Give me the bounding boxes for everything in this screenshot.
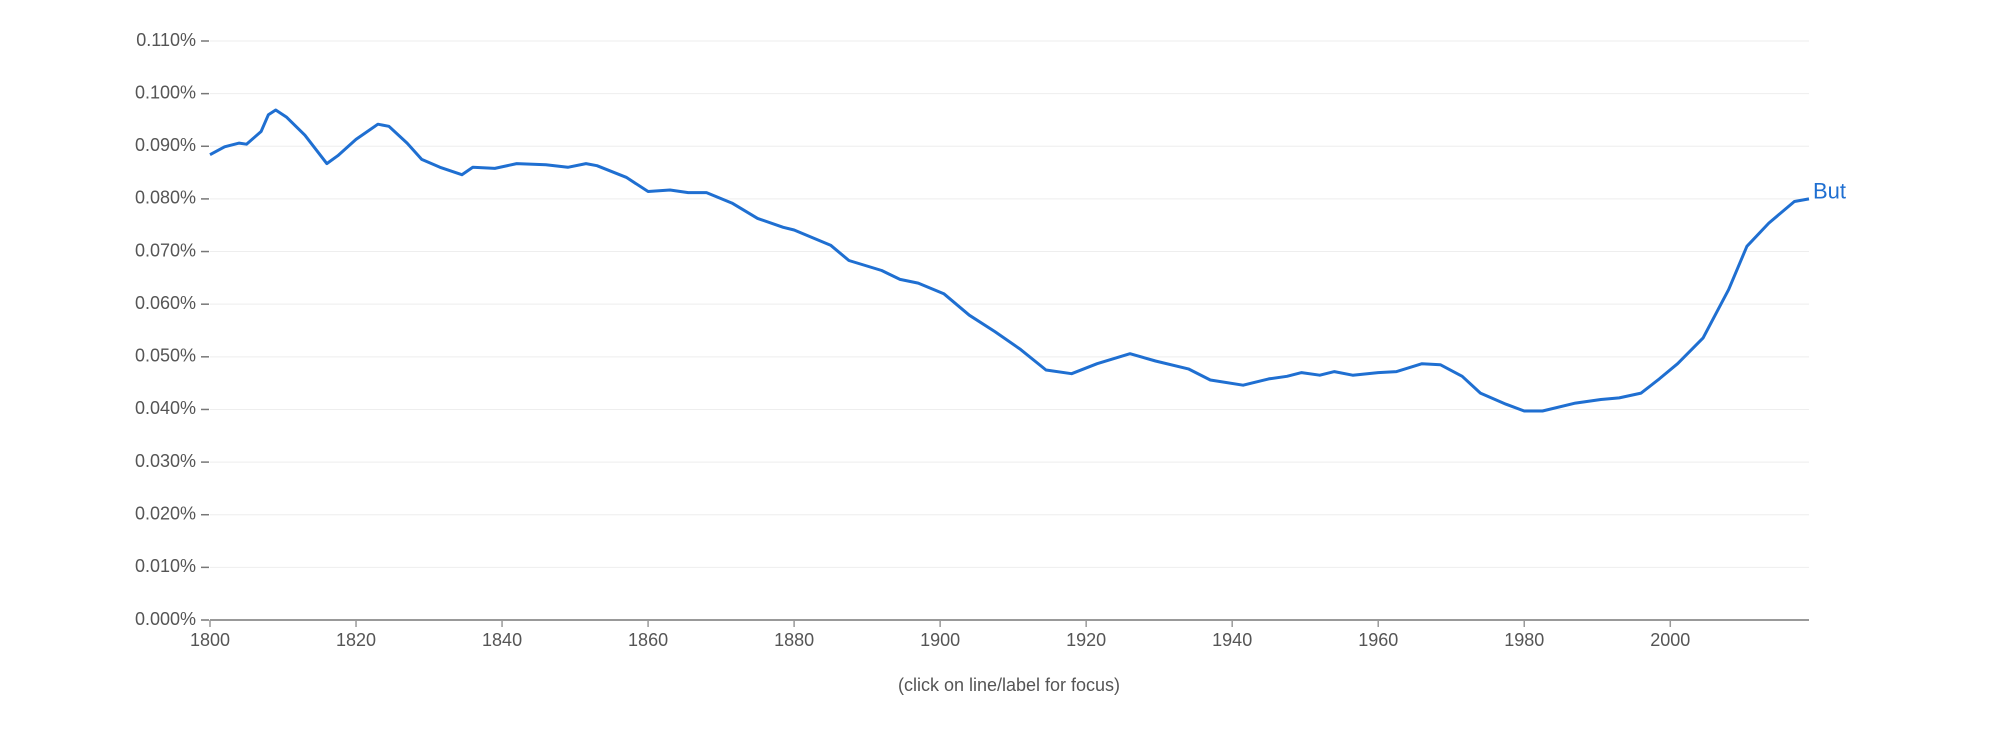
y-tick-label: 0.060%	[135, 293, 196, 313]
x-tick-label: 2000	[1650, 630, 1690, 650]
y-tick-label: 0.010%	[135, 556, 196, 576]
x-tick-label: 1860	[628, 630, 668, 650]
y-tick-label: 0.110%	[136, 30, 196, 50]
y-tick-label: 0.000%	[135, 609, 196, 629]
x-tick-label: 1880	[774, 630, 814, 650]
y-tick-label: 0.050%	[135, 346, 196, 366]
y-tick-label: 0.030%	[135, 451, 196, 471]
x-tick-label: 1900	[920, 630, 960, 650]
series-label[interactable]: But	[1813, 179, 1846, 204]
y-tick-label: 0.080%	[135, 188, 196, 208]
x-tick-label: 1940	[1212, 630, 1252, 650]
series-line[interactable]	[209, 108, 1810, 413]
y-tick-label: 0.100%	[135, 82, 196, 102]
x-tick-label: 1960	[1358, 630, 1398, 650]
y-tick-label: 0.090%	[135, 135, 196, 155]
y-tick-label: 0.020%	[135, 503, 196, 523]
y-tick-label: 0.040%	[135, 398, 196, 418]
x-tick-label: 1820	[336, 630, 376, 650]
x-tick-label: 1800	[190, 630, 230, 650]
x-tick-label: 1920	[1066, 630, 1106, 650]
x-tick-label: 1840	[482, 630, 522, 650]
y-tick-label: 0.070%	[135, 240, 196, 260]
focus-note: (click on line/label for focus)	[898, 675, 1120, 695]
x-tick-label: 1980	[1504, 630, 1544, 650]
